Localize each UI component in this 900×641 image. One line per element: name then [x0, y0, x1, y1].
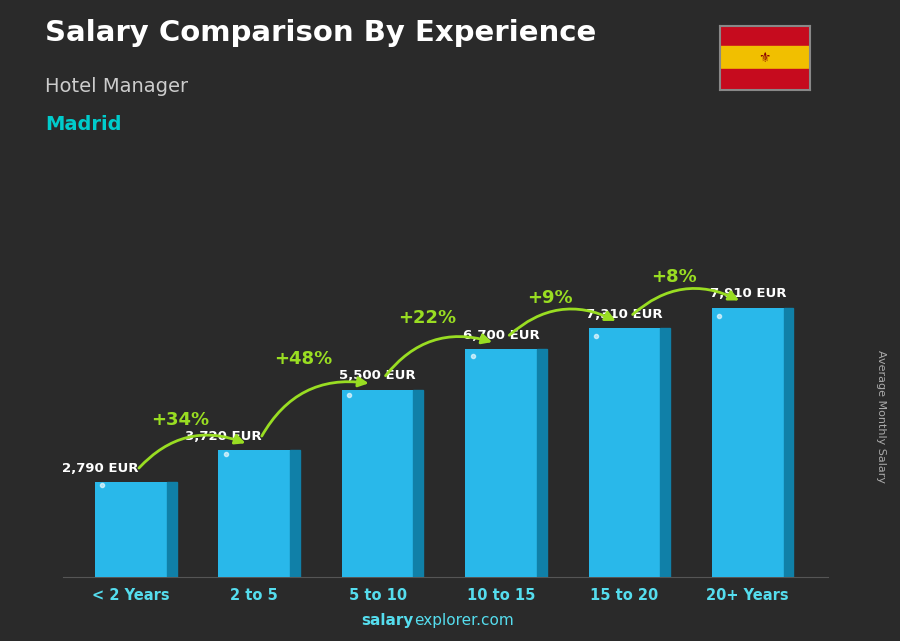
FancyBboxPatch shape [712, 308, 784, 577]
Polygon shape [784, 308, 794, 577]
Polygon shape [166, 482, 176, 577]
Text: +48%: +48% [274, 350, 333, 368]
Text: Hotel Manager: Hotel Manager [45, 77, 188, 96]
Polygon shape [290, 451, 300, 577]
Text: 7,910 EUR: 7,910 EUR [709, 287, 786, 301]
FancyBboxPatch shape [95, 482, 166, 577]
Bar [720, 69, 810, 90]
Text: Salary Comparison By Experience: Salary Comparison By Experience [45, 19, 596, 47]
Polygon shape [536, 349, 546, 577]
Text: Average Monthly Salary: Average Monthly Salary [877, 350, 886, 483]
Text: +8%: +8% [651, 268, 697, 287]
Text: 5,500 EUR: 5,500 EUR [339, 369, 416, 382]
Text: 3,720 EUR: 3,720 EUR [185, 430, 262, 443]
Bar [720, 26, 810, 46]
Text: +9%: +9% [527, 288, 573, 306]
Text: +34%: +34% [151, 411, 210, 429]
Text: explorer.com: explorer.com [414, 613, 514, 628]
Text: 6,700 EUR: 6,700 EUR [463, 329, 539, 342]
FancyBboxPatch shape [465, 349, 536, 577]
Text: ⚜: ⚜ [759, 51, 771, 65]
Text: Madrid: Madrid [45, 115, 122, 135]
Text: +22%: +22% [398, 310, 456, 328]
FancyBboxPatch shape [589, 328, 661, 577]
FancyBboxPatch shape [342, 390, 413, 577]
Polygon shape [661, 328, 670, 577]
FancyBboxPatch shape [219, 451, 290, 577]
Text: salary: salary [362, 613, 414, 628]
Polygon shape [413, 390, 423, 577]
Text: 2,790 EUR: 2,790 EUR [62, 462, 139, 474]
Bar [720, 46, 810, 69]
Text: 7,310 EUR: 7,310 EUR [586, 308, 662, 320]
